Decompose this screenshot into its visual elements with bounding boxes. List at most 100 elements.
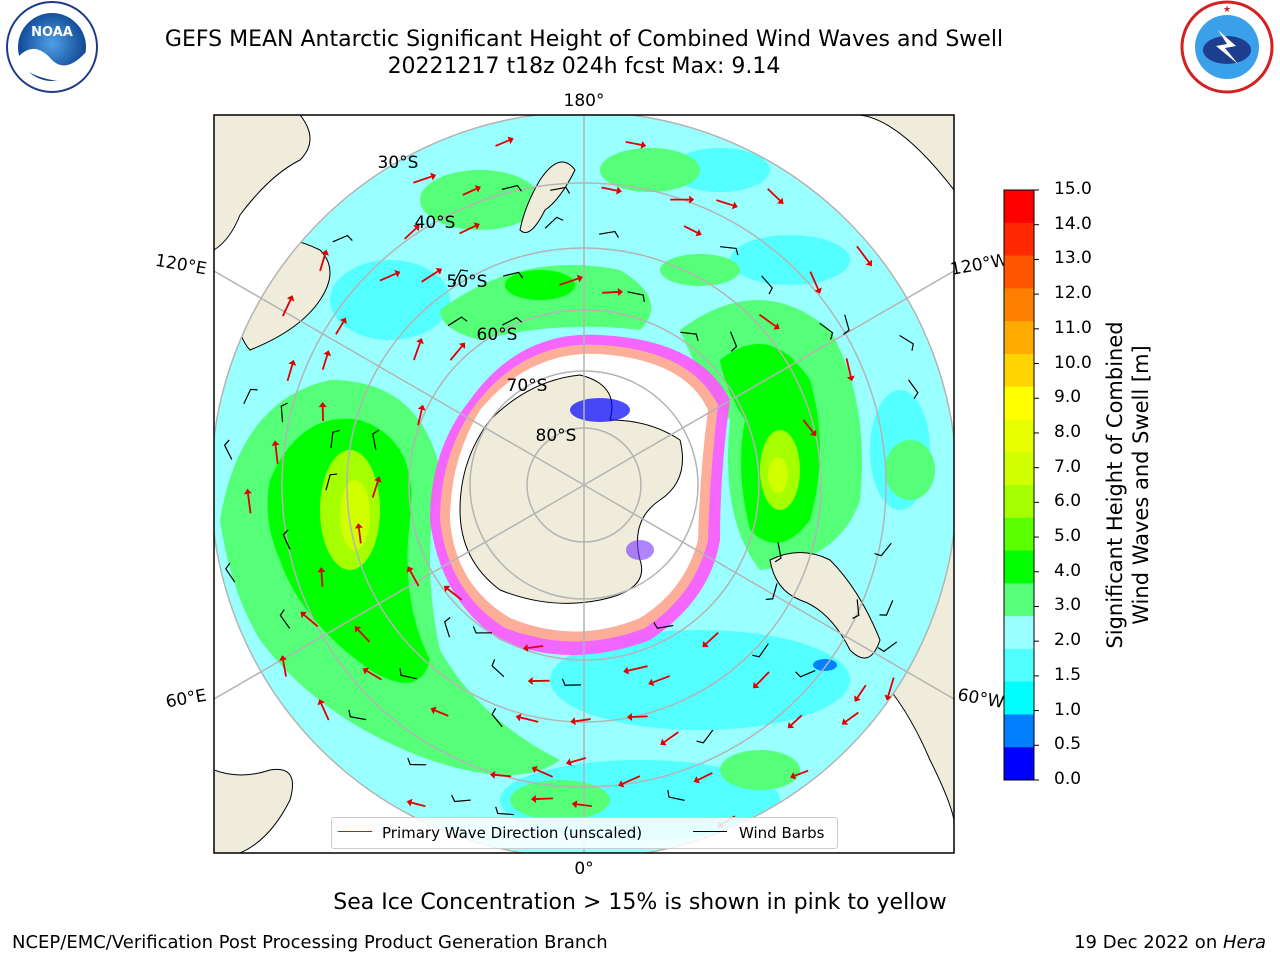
wave-direction-arrow xyxy=(794,769,809,777)
colorbar-swatch xyxy=(1004,255,1034,289)
colorbar-swatch xyxy=(1004,190,1034,224)
wave-direction-arrowhead xyxy=(814,287,822,294)
wind-barb xyxy=(472,626,493,634)
wave-direction-arrow xyxy=(417,409,423,426)
colorbar-tick-label: 0.5 xyxy=(1054,734,1082,755)
colorbar-swatch xyxy=(1004,288,1034,322)
wind-barb xyxy=(372,429,380,450)
wave-direction-arrow xyxy=(625,140,642,146)
wind-barb xyxy=(908,379,919,400)
wave-direction-arrowhead xyxy=(354,523,363,529)
colorbar-tick-label: 7.0 xyxy=(1054,456,1082,477)
wind-barb xyxy=(443,617,451,638)
lon-label-120e: 120°E xyxy=(154,251,208,280)
colorbar-tick-label: 2.0 xyxy=(1054,630,1082,651)
colorbar-swatch xyxy=(1004,714,1034,748)
wave-direction-arrowhead xyxy=(884,694,893,701)
wind-barb xyxy=(843,314,850,335)
wind-barb xyxy=(599,230,620,238)
colorbar-title-line1: Significant Height of Combined xyxy=(1103,321,1127,649)
wave-direction-arrowhead xyxy=(430,172,437,181)
colorbar-swatch xyxy=(1004,321,1034,355)
wave-direction-arrowhead xyxy=(288,359,297,366)
colorbar-tick-label: 12.0 xyxy=(1054,283,1092,304)
wind-barb xyxy=(879,600,894,616)
wave-direction-arrow xyxy=(366,670,382,681)
wave-direction-arrow xyxy=(421,270,439,283)
wave-direction-arrowhead xyxy=(507,136,514,145)
wind-barb xyxy=(874,542,892,557)
lat-label-60s: 60°S xyxy=(477,325,518,345)
wind-barb xyxy=(550,186,571,194)
wind-barb xyxy=(447,316,468,327)
noaa-logo: NOAA xyxy=(6,1,98,93)
wave-direction-arrowhead xyxy=(731,201,738,210)
wind-barb xyxy=(399,668,417,680)
wave-direction-arrowhead xyxy=(489,770,496,779)
wave-direction-arrowhead xyxy=(576,274,583,283)
wind-barb xyxy=(653,621,674,629)
legend-wind-barbs: Wind Barbs xyxy=(739,824,825,842)
wave-direction-arrowhead xyxy=(443,585,451,593)
colorbar-swatch xyxy=(1004,681,1034,715)
wave-direction-arrowhead xyxy=(570,717,576,726)
wave-direction-arrow xyxy=(449,345,463,361)
wave-direction-arrowhead xyxy=(413,224,420,232)
antarctica-land xyxy=(459,374,683,604)
wind-barb xyxy=(729,331,738,352)
wave-direction-arrowhead xyxy=(244,488,252,495)
wave-direction-arrowhead xyxy=(435,267,443,275)
footer-date-text: 19 Dec 2022 on xyxy=(1074,932,1223,953)
wave-direction-arrow xyxy=(371,481,379,498)
wave-direction-arrowhead xyxy=(317,699,325,706)
lon-label-120w: 120°W xyxy=(949,250,1010,280)
wave-direction-arrowhead xyxy=(773,322,780,330)
wind-barbs xyxy=(223,184,919,816)
colorbar-tick-label: 14.0 xyxy=(1054,213,1092,234)
wind-barb xyxy=(495,806,514,816)
wave-direction-arrow xyxy=(459,225,476,235)
wave-direction-arrow xyxy=(282,659,287,677)
colorbar-tick-label: 3.0 xyxy=(1054,595,1082,616)
wave-direction-arrow xyxy=(576,803,592,808)
colorbar-title-line2: Wind Waves and Swell [m] xyxy=(1129,345,1153,625)
wave-direction-arrow xyxy=(622,775,641,785)
wave-direction-arrowhead xyxy=(362,667,369,675)
wave-direction-arrowhead xyxy=(640,141,647,149)
wave-direction-arrow xyxy=(697,772,713,781)
wave-direction-arrow xyxy=(535,768,554,778)
wave-direction-arrow xyxy=(357,629,371,643)
colorbar-swatch xyxy=(1004,616,1034,650)
wave-direction-arrow xyxy=(856,684,867,699)
nws-logo: ★ xyxy=(1180,0,1274,94)
wave-direction-arrow xyxy=(705,632,719,645)
wave-direction-arrowhead xyxy=(565,758,572,767)
wave-direction-arrowhead xyxy=(660,738,667,746)
colorbar-tick-label: 9.0 xyxy=(1054,387,1082,408)
wind-barb xyxy=(407,757,427,766)
colorbar-tick-label: 0.0 xyxy=(1054,769,1082,789)
wave-direction-arrow xyxy=(495,139,510,147)
wave-direction-arrowhead xyxy=(618,780,625,788)
lat-label-70s: 70°S xyxy=(507,376,548,396)
colorbar-swatch xyxy=(1004,386,1034,420)
wave-direction-arrowhead xyxy=(846,375,855,382)
colorbar xyxy=(1003,189,1039,781)
wave-direction-arrow xyxy=(357,527,362,544)
wave-direction-arrow xyxy=(411,801,426,808)
wave-direction-arrow xyxy=(755,671,770,686)
wind-barb xyxy=(696,729,714,744)
wave-direction-arrow xyxy=(663,731,679,743)
wind-barb xyxy=(243,388,258,405)
footer-branch: NCEP/EMC/Verification Post Processing Pr… xyxy=(12,932,608,953)
wind-barb xyxy=(280,402,288,423)
wave-direction-arrowhead xyxy=(406,566,414,573)
wind-barb-swatch xyxy=(693,831,727,832)
wave-direction-arrow xyxy=(570,757,587,764)
wind-barb xyxy=(225,562,236,583)
wave-direction-arrow xyxy=(281,299,292,317)
wave-direction-arrow xyxy=(535,797,553,800)
wave-direction-arrowhead xyxy=(626,712,633,721)
wave-direction-arrowhead xyxy=(271,440,280,446)
